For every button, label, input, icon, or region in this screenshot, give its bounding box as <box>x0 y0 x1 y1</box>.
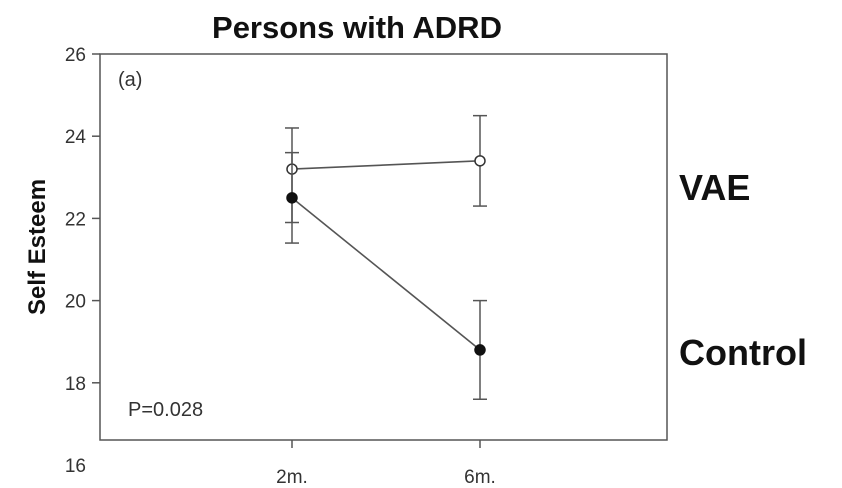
control-series-line <box>291 197 481 351</box>
y-tick-label-24: 24 <box>65 127 87 148</box>
chart-marks: 18 20 22 24 26 16 2m. 6m. <box>65 45 496 488</box>
x-tick-label-2: 6m. <box>464 467 496 488</box>
vae-series-line <box>291 160 481 170</box>
y-tick-label-16: 16 <box>65 456 86 477</box>
vae-point-2 <box>474 155 486 167</box>
control-point-2 <box>474 344 486 356</box>
y-axis-label: Self Esteem <box>24 179 51 315</box>
x-tick-label-1: 2m. <box>276 467 308 488</box>
legend-label-control: Control <box>679 332 807 373</box>
plot-frame <box>99 53 668 441</box>
legend-label-vae: VAE <box>679 167 750 208</box>
chart-title: Persons with ADRD <box>212 10 502 45</box>
control-point-1 <box>286 192 298 204</box>
p-value-annotation: P=0.028 <box>128 399 203 421</box>
y-tick-label-18: 18 <box>65 374 86 395</box>
y-tick-label-20: 20 <box>65 292 86 313</box>
panel-label: (a) <box>118 69 142 91</box>
y-tick-label-22: 22 <box>65 209 86 230</box>
y-tick-label-26: 26 <box>65 45 86 66</box>
